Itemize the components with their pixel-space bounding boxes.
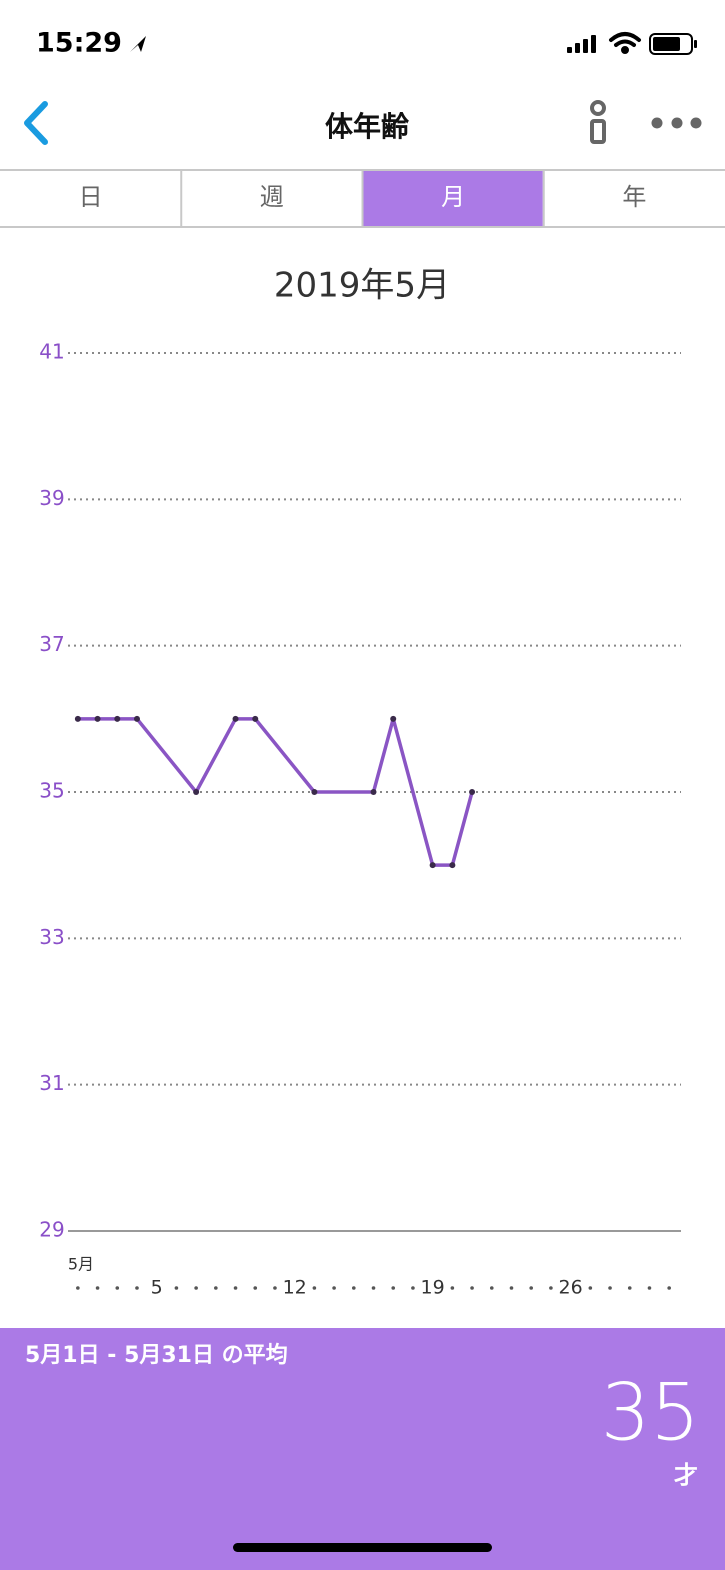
more-button[interactable] (651, 117, 702, 129)
x-minor-tick (529, 1286, 533, 1290)
x-minor-tick (549, 1286, 553, 1290)
data-point (469, 789, 476, 795)
x-minor-tick (115, 1286, 120, 1290)
summary-panel (0, 1328, 725, 1570)
y-tick-label: 41 (39, 340, 64, 364)
x-minor-tick (371, 1286, 376, 1290)
data-point (193, 789, 200, 795)
x-minor-tick (391, 1286, 396, 1290)
x-minor-tick (627, 1286, 632, 1290)
data-point (429, 862, 436, 869)
x-tick-label: 12 (283, 1277, 307, 1299)
x-minor-tick (411, 1286, 415, 1290)
info-button[interactable] (590, 100, 606, 144)
x-minor-tick (273, 1286, 277, 1290)
x-minor-tick (470, 1286, 474, 1290)
chart-title: 2019年5月 (274, 266, 450, 306)
x-tick-label: 26 (559, 1277, 583, 1299)
x-minor-tick (352, 1286, 356, 1290)
tab-label[interactable]: 年 (622, 183, 646, 211)
wifi-icon (609, 32, 641, 54)
x-minor-tick (489, 1286, 494, 1290)
status-time: 15:29 (36, 28, 122, 59)
data-line (77, 717, 474, 867)
x-tick-label: 5月 (68, 1255, 94, 1274)
data-point (311, 789, 318, 795)
summary-value: 35 (601, 1369, 700, 1459)
tab[interactable] (182, 171, 362, 227)
y-tick-label: 33 (39, 925, 64, 949)
x-minor-tick (667, 1286, 671, 1290)
tab-label[interactable]: 月 (441, 183, 465, 211)
x-tick-label: 5 (151, 1277, 163, 1299)
summary-unit: 才 (674, 1461, 698, 1489)
chart: 29 31 33 35 37 39 41 5月 5 12 19 26 (39, 340, 681, 1299)
battery-level (653, 37, 680, 51)
data-point (94, 715, 101, 722)
tab-bar: 日週月年 (1, 171, 724, 227)
x-minor-tick (588, 1286, 593, 1290)
x-tick-label: 19 (421, 1277, 445, 1299)
x-minor-tick (332, 1286, 336, 1290)
nav-title: 体年齢 (325, 110, 409, 143)
data-point (252, 715, 259, 722)
x-minor-tick (647, 1286, 652, 1290)
x-minor-tick (95, 1286, 100, 1290)
x-minor-tick (135, 1286, 139, 1290)
x-minor-tick (509, 1286, 514, 1290)
tab[interactable] (1, 171, 181, 227)
data-point (133, 715, 140, 722)
signal-icon (567, 35, 596, 53)
x-minor-tick (76, 1286, 80, 1290)
home-indicator (233, 1543, 492, 1552)
tab-label[interactable]: 日 (79, 183, 103, 211)
y-tick-label: 29 (39, 1218, 64, 1242)
x-minor-tick (608, 1286, 612, 1290)
data-point (390, 715, 397, 722)
data-point (74, 715, 81, 722)
y-tick-label: 39 (39, 486, 64, 510)
data-point (232, 715, 239, 722)
back-button[interactable] (24, 101, 48, 145)
tab[interactable] (544, 171, 724, 227)
x-minor-tick (450, 1286, 455, 1290)
data-point (449, 862, 456, 869)
x-minor-tick (194, 1286, 198, 1290)
x-minor-tick (214, 1286, 218, 1290)
battery-tip (694, 40, 697, 48)
summary-label: 5月1日 - 5月31日 の平均 (25, 1342, 288, 1368)
tab[interactable] (363, 171, 543, 227)
battery-icon (649, 33, 693, 55)
y-tick-label: 37 (39, 632, 64, 656)
data-point (114, 715, 121, 722)
location-icon (130, 36, 146, 52)
y-tick-label: 31 (39, 1071, 64, 1095)
x-minor-tick (174, 1286, 179, 1290)
tab-label[interactable]: 週 (260, 183, 284, 211)
x-minor-tick (233, 1286, 238, 1290)
x-minor-tick (253, 1286, 258, 1290)
x-minor-tick (312, 1286, 317, 1290)
data-point (370, 789, 377, 795)
y-tick-label: 35 (39, 779, 64, 803)
